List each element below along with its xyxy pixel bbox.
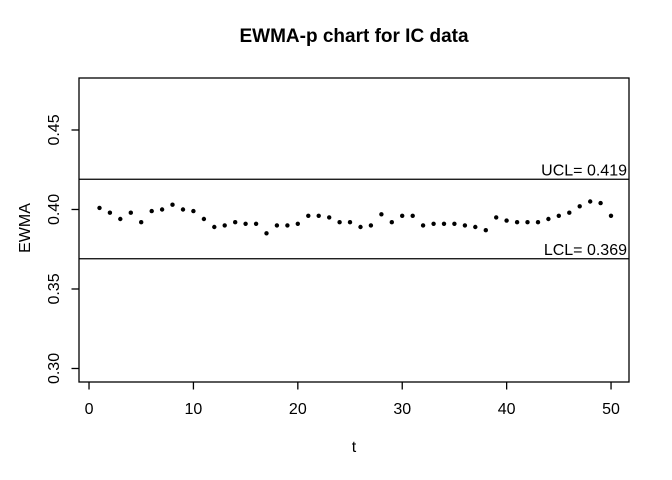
data-point <box>400 213 405 218</box>
data-point <box>118 216 123 222</box>
data-point <box>410 213 415 218</box>
ucl-label: UCL= 0.419 <box>541 162 627 179</box>
data-point <box>327 215 332 220</box>
data-point <box>431 221 436 226</box>
data-point <box>577 204 582 209</box>
data-point <box>212 224 217 230</box>
data-point <box>295 221 300 226</box>
data-point <box>514 220 520 225</box>
data-point <box>201 216 207 222</box>
data-point <box>170 202 175 207</box>
data-point <box>337 220 342 225</box>
y-tick-label: 0.40 <box>46 194 63 225</box>
data-point <box>598 200 603 206</box>
data-point <box>567 210 572 215</box>
data-point <box>546 216 551 222</box>
data-point <box>556 213 561 218</box>
data-point <box>452 221 457 226</box>
x-tick-label: 20 <box>289 401 307 418</box>
data-point <box>504 218 509 223</box>
data-point <box>159 207 165 212</box>
y-axis-title: EWMA <box>17 203 34 253</box>
data-point <box>264 231 269 236</box>
data-point <box>222 223 227 228</box>
x-tick-label: 50 <box>602 401 620 418</box>
data-point <box>608 213 614 218</box>
data-point <box>441 221 447 226</box>
data-point <box>358 224 363 230</box>
data-point <box>588 199 593 204</box>
data-point <box>483 228 488 233</box>
data-point <box>233 220 238 225</box>
data-point <box>368 223 374 228</box>
x-tick-label: 10 <box>185 401 203 418</box>
data-point <box>253 221 259 226</box>
data-point <box>316 213 321 218</box>
x-axis-title: t <box>352 439 357 456</box>
x-tick-label: 0 <box>85 401 94 418</box>
data-point <box>243 221 248 226</box>
data-point <box>494 215 499 220</box>
data-point <box>389 220 394 225</box>
data-point <box>347 220 353 225</box>
plot-content: 0 10 20 30 40 50 0.30 0.35 0.40 0.45 <box>46 114 629 418</box>
data-point <box>274 223 280 228</box>
y-tick-label: 0.45 <box>46 114 63 145</box>
lcl-label: LCL= 0.369 <box>544 242 627 259</box>
plot-border <box>78 77 630 383</box>
x-tick-label: 30 <box>393 401 411 418</box>
data-point <box>473 224 478 230</box>
data-point <box>462 223 468 228</box>
data-point <box>191 208 196 214</box>
data-point <box>149 208 154 214</box>
y-tick-label: 0.35 <box>46 273 63 304</box>
data-point <box>285 223 290 228</box>
data-point <box>97 205 102 211</box>
data-point <box>107 210 113 215</box>
data-point <box>379 212 384 217</box>
data-point <box>420 223 426 228</box>
data-point <box>180 207 186 212</box>
x-tick-label: 40 <box>498 401 516 418</box>
data-point <box>525 220 530 225</box>
data-point <box>306 213 311 218</box>
data-point <box>128 210 133 215</box>
data-point <box>139 220 144 225</box>
y-tick-label: 0.30 <box>46 353 63 384</box>
data-point <box>535 220 541 225</box>
chart-title: EWMA-p chart for IC data <box>239 26 468 47</box>
